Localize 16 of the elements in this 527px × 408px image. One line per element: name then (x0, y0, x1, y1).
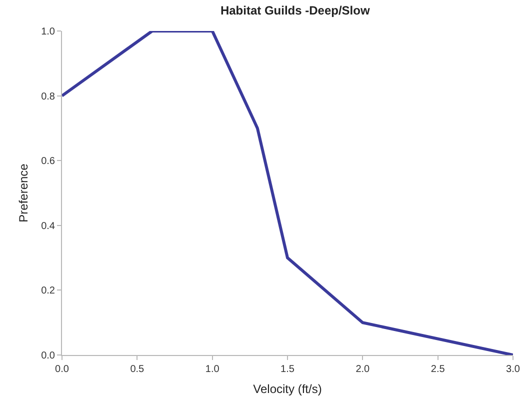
chart-title: Habitat Guilds -Deep/Slow (220, 4, 370, 18)
x-tick-label: 2.0 (356, 364, 370, 375)
x-tick-label: 1.5 (280, 364, 295, 375)
y-tick-label: 0.2 (41, 286, 56, 297)
x-tick-label: 0.5 (130, 364, 145, 375)
y-tick-label: 0.8 (41, 91, 56, 102)
x-tick-label: 1.0 (205, 364, 220, 375)
y-tick-label: 1.0 (41, 26, 56, 38)
y-tick-label: 0.0 (41, 350, 56, 362)
x-axis-title: Velocity (ft/s) (253, 382, 322, 396)
x-tick-label: 0.0 (55, 364, 70, 375)
x-tick-label: 2.5 (430, 364, 446, 375)
y-axis-title: Preference (16, 163, 30, 222)
y-tick-label: 0.6 (41, 156, 56, 168)
y-tick-label: 0.4 (41, 220, 56, 232)
x-tick-label: 3.0 (506, 364, 520, 375)
